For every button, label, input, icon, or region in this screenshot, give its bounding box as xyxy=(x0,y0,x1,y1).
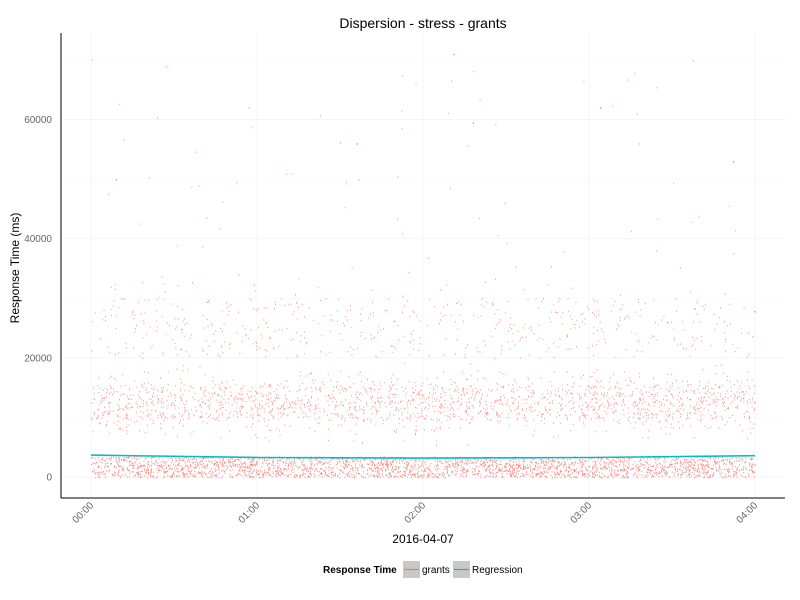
scatter-point-outlier-2 xyxy=(453,53,455,56)
scatter-point-outlier-1 xyxy=(356,143,358,145)
axes xyxy=(60,33,785,499)
scatter-point-outlier-3 xyxy=(472,122,474,124)
scatter-point-outlier-0 xyxy=(115,179,118,181)
legend-title: Response Time xyxy=(323,565,397,576)
chart-title: Dispersion - stress - grants xyxy=(339,15,506,31)
x-axis-title: 2016-04-07 xyxy=(392,532,454,546)
grid-lines xyxy=(61,33,785,498)
regression-line-path xyxy=(90,454,756,459)
scatter-band-0 xyxy=(91,456,756,479)
y-tick-labels: 0 20000 40000 60000 xyxy=(24,115,52,484)
legend-label-regression: Regression xyxy=(472,565,523,576)
y-tick-label-3: 60000 xyxy=(24,115,52,126)
y-tick-label-0: 0 xyxy=(46,473,52,484)
legend-label-grants: grants xyxy=(422,565,450,576)
y-tick-label-2: 40000 xyxy=(24,234,52,245)
regression-line xyxy=(90,454,756,459)
scatter-point-outlier-5 xyxy=(732,161,735,163)
y-axis-title: Response Time (ms) xyxy=(8,213,22,324)
legend-item-regression: Regression xyxy=(453,561,523,578)
legend: Response Time grants Regression xyxy=(323,561,523,578)
scatter-point-outlier-4 xyxy=(600,107,602,109)
y-tick-label-1: 20000 xyxy=(24,353,52,364)
legend-item-grants: grants xyxy=(403,561,450,578)
scatter-points xyxy=(91,53,756,479)
